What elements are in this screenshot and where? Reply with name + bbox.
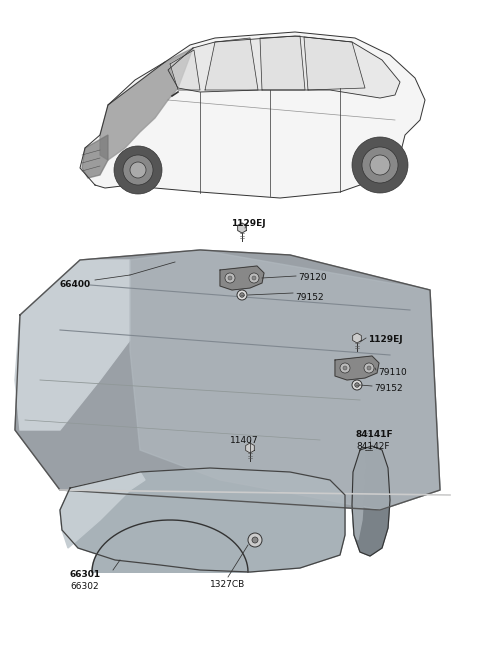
Text: 66301: 66301: [70, 570, 101, 579]
Circle shape: [352, 137, 408, 193]
Text: 66302: 66302: [70, 582, 98, 591]
Polygon shape: [168, 36, 400, 98]
Polygon shape: [352, 446, 390, 556]
Circle shape: [240, 293, 244, 297]
Circle shape: [343, 366, 347, 370]
Text: 84142F: 84142F: [356, 442, 389, 451]
Polygon shape: [60, 468, 345, 572]
Polygon shape: [304, 37, 365, 90]
Text: 79120: 79120: [298, 273, 326, 282]
Polygon shape: [100, 48, 193, 160]
Circle shape: [228, 276, 232, 280]
Polygon shape: [170, 50, 200, 90]
Text: 66400: 66400: [60, 280, 91, 289]
Polygon shape: [82, 135, 108, 178]
Circle shape: [130, 162, 146, 178]
Polygon shape: [15, 250, 440, 510]
Circle shape: [252, 276, 256, 280]
Text: 79152: 79152: [374, 384, 403, 393]
Polygon shape: [335, 356, 379, 380]
Polygon shape: [353, 333, 361, 343]
Text: 1129EJ: 1129EJ: [231, 219, 265, 228]
Circle shape: [362, 147, 398, 183]
Polygon shape: [92, 520, 248, 572]
Circle shape: [355, 383, 359, 387]
Circle shape: [114, 146, 162, 194]
Polygon shape: [205, 38, 258, 90]
Circle shape: [249, 273, 259, 283]
Circle shape: [225, 273, 235, 283]
Polygon shape: [260, 36, 305, 90]
Circle shape: [340, 363, 350, 373]
Polygon shape: [130, 250, 440, 510]
Polygon shape: [352, 448, 366, 540]
Circle shape: [248, 533, 262, 547]
Text: 1327CB: 1327CB: [210, 580, 246, 589]
Circle shape: [237, 290, 247, 300]
Polygon shape: [238, 223, 246, 233]
Text: 79110: 79110: [378, 368, 407, 377]
Circle shape: [352, 380, 362, 390]
Text: 84141F: 84141F: [356, 430, 394, 439]
Circle shape: [367, 366, 371, 370]
Polygon shape: [60, 472, 145, 548]
Text: 79152: 79152: [295, 293, 324, 302]
Circle shape: [370, 155, 390, 175]
Circle shape: [123, 155, 153, 185]
Polygon shape: [220, 266, 264, 290]
Circle shape: [364, 363, 374, 373]
Text: 1129EJ: 1129EJ: [368, 335, 403, 344]
Polygon shape: [80, 32, 425, 198]
Circle shape: [252, 537, 258, 543]
Polygon shape: [15, 260, 130, 430]
Polygon shape: [246, 443, 254, 453]
Text: 11407: 11407: [230, 436, 258, 445]
